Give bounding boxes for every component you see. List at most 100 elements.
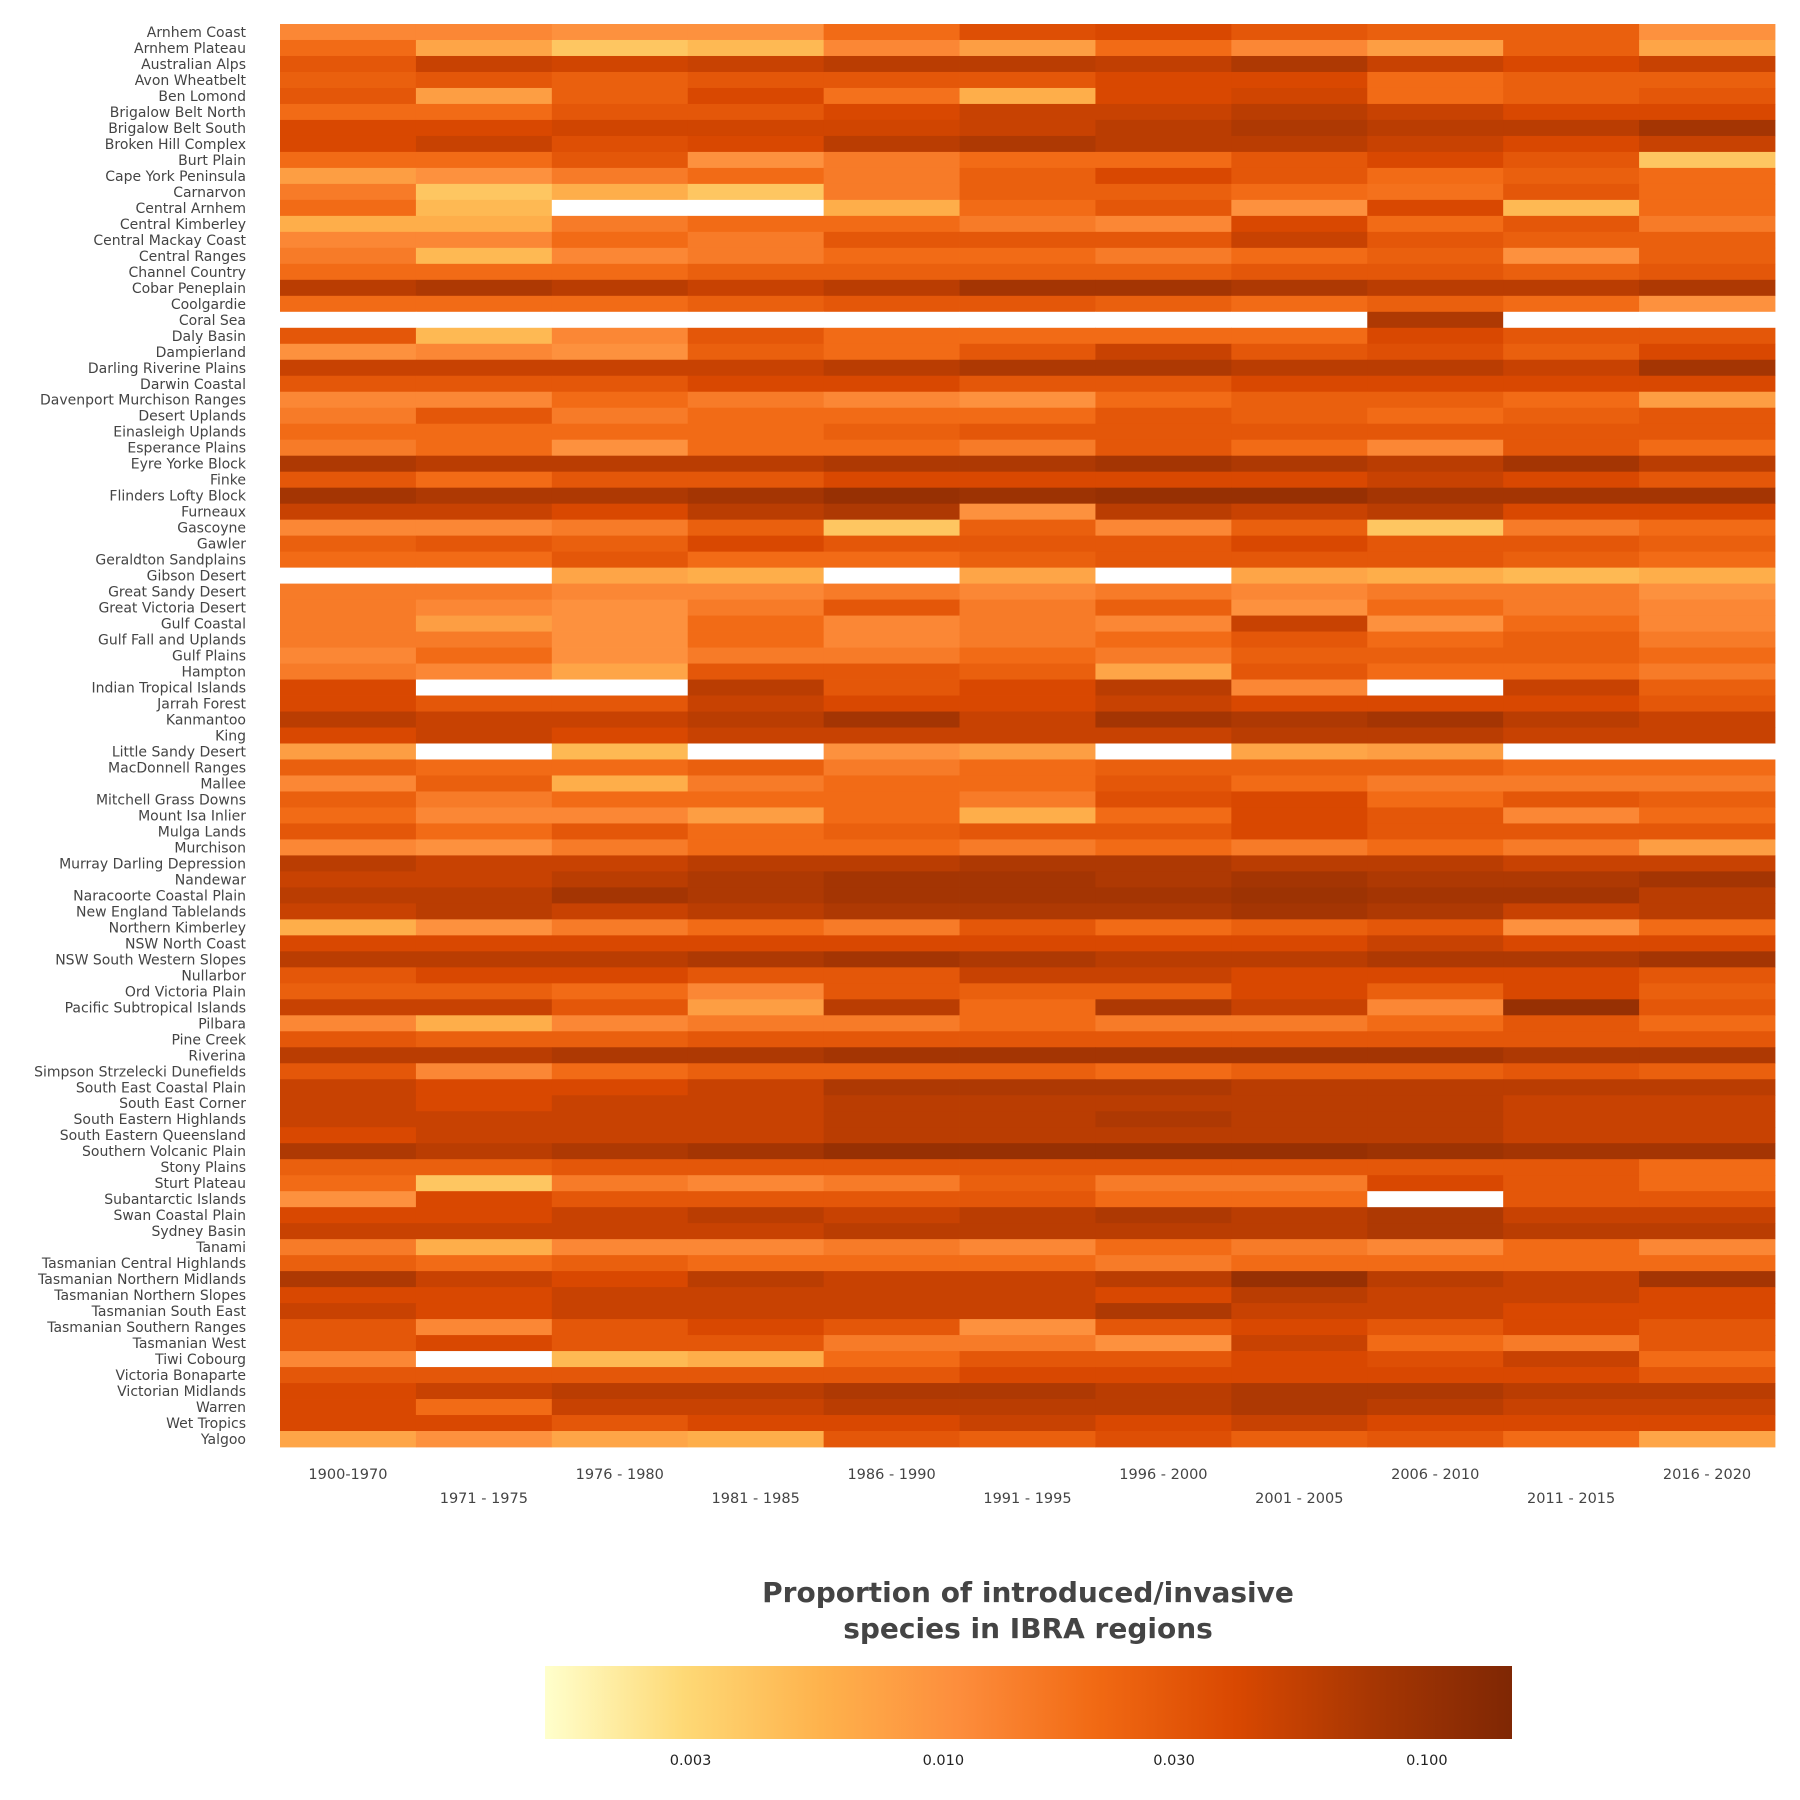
heatmap-cell [687,599,825,616]
heatmap-cell [1639,1143,1776,1160]
heatmap-cell [823,1095,960,1112]
heatmap-cell [959,1207,1096,1224]
y-tick-label: Yalgoo [200,1432,246,1448]
heatmap-cell [1095,1095,1232,1112]
heatmap-cell [1639,1303,1776,1320]
heatmap-cell [1503,519,1640,537]
heatmap-cell [1639,279,1776,297]
heatmap-cell [1367,807,1504,824]
heatmap-cell [1639,647,1776,664]
y-tick-label: Einasleigh Uplands [113,425,246,441]
heatmap-cell [1231,1239,1368,1256]
heatmap-cell [280,967,417,984]
heatmap-cell [687,1239,825,1256]
heatmap-cell [551,279,689,297]
heatmap-cell [1639,1031,1776,1048]
heatmap-cell [551,71,689,89]
heatmap-cell [1367,967,1504,984]
y-tick-label: NSW South Western Slopes [55,952,246,968]
heatmap-cell [1231,455,1368,473]
heatmap-cell [687,1175,825,1192]
heatmap-cell [415,295,553,313]
legend-tick-label: 0.030 [1153,1753,1195,1769]
heatmap-cell [551,823,689,840]
heatmap-cell [687,631,825,648]
heatmap-cell [1639,167,1776,185]
heatmap-cell [823,1079,960,1096]
heatmap-cell [280,1015,417,1032]
heatmap-cell [687,199,825,217]
heatmap-cell [280,1335,417,1352]
heatmap-cell [1231,263,1368,281]
heatmap-cell [959,231,1096,249]
heatmap-cell [1503,1015,1640,1032]
heatmap-cell [280,135,417,153]
y-tick-label: Indian Tropical Islands [91,681,246,697]
heatmap-cell [1503,1303,1640,1320]
heatmap-cell [687,1383,825,1400]
heatmap-cell [1367,615,1504,632]
heatmap-cell [415,1015,553,1032]
heatmap-cell [415,535,553,553]
heatmap-cell [823,695,960,712]
heatmap-cell [1231,471,1368,489]
heatmap-cell [1231,711,1368,728]
heatmap-cell [687,791,825,808]
heatmap-cell [1095,1207,1232,1224]
x-tick-label: 1900-1970 [308,1467,387,1483]
heatmap-cell [1639,423,1776,441]
heatmap-cell [415,167,553,185]
heatmap-cell [1503,119,1640,137]
heatmap-cell [1639,215,1776,233]
heatmap-cell [1367,199,1504,217]
heatmap-cell [280,375,417,393]
heatmap-cell [1639,1175,1776,1192]
heatmap-cell [280,1111,417,1128]
heatmap-cell [280,871,417,888]
heatmap-cell [1095,647,1232,664]
heatmap-cell [1095,1063,1232,1080]
heatmap-cell [1095,407,1232,425]
heatmap-cell [1367,135,1504,153]
heatmap-cell [1639,1063,1776,1080]
heatmap-cell [280,935,417,952]
heatmap-cell [415,791,553,808]
heatmap-cell [1095,279,1232,297]
y-tick-label: Channel Country [128,265,246,281]
heatmap-cell [1231,423,1368,441]
heatmap-cell [959,1431,1096,1448]
heatmap-cell [280,1239,417,1256]
heatmap-cell [1367,791,1504,808]
heatmap-cell [280,775,417,792]
heatmap-cell [1367,1335,1504,1352]
heatmap-cell [687,519,825,537]
legend-ticks: 0.003 0.010 0.030 0.100 [670,1753,1448,1769]
heatmap-cell [1367,1351,1504,1368]
heatmap-cell [823,55,960,73]
heatmap-cell [687,151,825,169]
heatmap-cell [280,39,417,57]
heatmap-cell [280,1431,417,1448]
heatmap-cell [823,1127,960,1144]
heatmap-cell [551,311,689,329]
heatmap-cell [551,679,689,696]
heatmap-cell [1639,839,1776,856]
heatmap-cell [687,951,825,968]
y-tick-label: Tasmanian South East [91,1304,247,1320]
heatmap-cell [687,615,825,632]
heatmap-cell [823,423,960,441]
heatmap-cell [1503,439,1640,457]
y-tick-label: Mulga Lands [158,824,246,840]
heatmap-cell [687,727,825,744]
heatmap-cell [1367,103,1504,121]
heatmap-cell [823,1015,960,1032]
heatmap-cell [687,1223,825,1240]
heatmap-cell [551,887,689,904]
heatmap-cell [551,215,689,233]
heatmap-cell [551,1063,689,1080]
heatmap-cell [959,1319,1096,1336]
heatmap-cell [959,647,1096,664]
heatmap-cell [959,519,1096,537]
heatmap-cell [1095,199,1232,217]
heatmap-cell [1639,1095,1776,1112]
